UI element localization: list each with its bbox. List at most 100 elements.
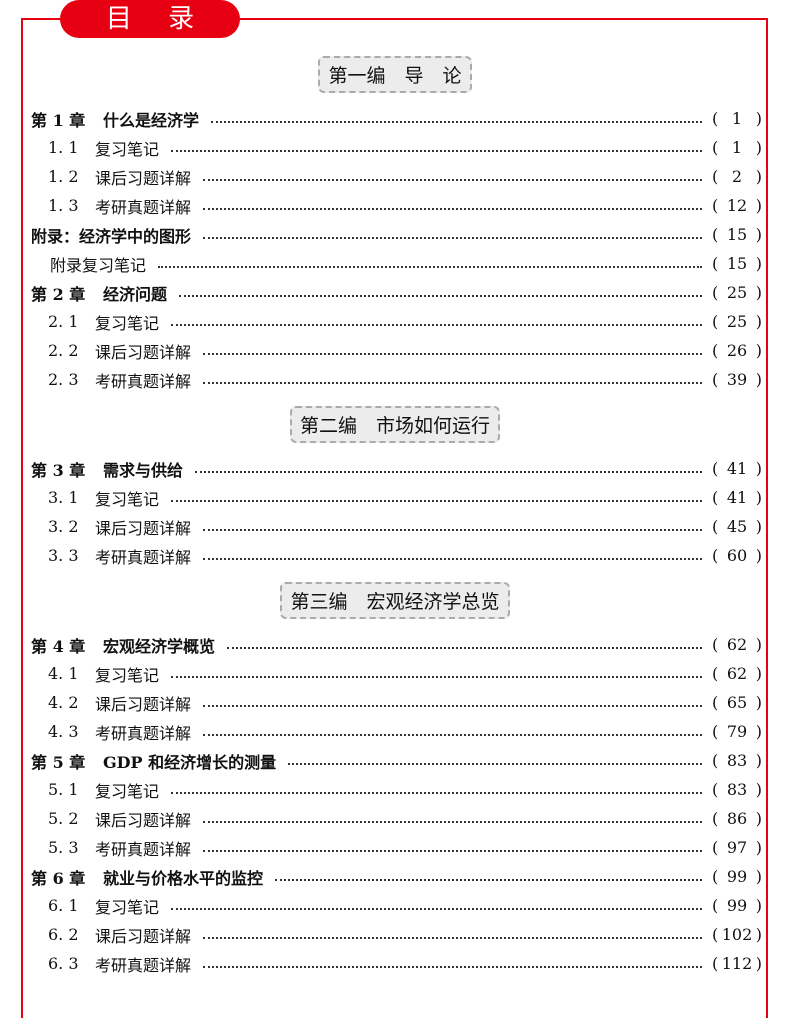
page-number: 65 [726, 693, 748, 712]
leader-dots [227, 646, 702, 649]
toc-section-entry[interactable]: 4. 2 课后习题详解 (65) [0, 688, 790, 717]
page-number: 39 [726, 370, 748, 389]
leader-dots [203, 849, 702, 852]
entry-number: 3. 2 [48, 517, 79, 536]
page-number: 99 [726, 867, 748, 886]
page-number: 45 [726, 517, 748, 536]
toc-section-entry[interactable]: 1. 1 复习笔记 (1) [0, 133, 790, 162]
page-number: 102 [721, 925, 753, 944]
toc-section-entry[interactable]: 1. 3 考研真题详解 (12) [0, 191, 790, 220]
entry-page: (2) [712, 167, 762, 186]
entry-title: 课后习题详解 [95, 810, 192, 830]
page-number: 26 [726, 341, 748, 360]
part-title: 第三编 宏观经济学总览 [280, 581, 510, 619]
entry-title: 复习笔记 [95, 897, 160, 917]
entry-page: (41) [712, 459, 762, 478]
toc-section-entry[interactable]: 2. 2 课后习题详解 (26) [0, 336, 790, 365]
entry-title: 复习笔记 [95, 665, 160, 685]
entry-title: 课后习题详解 [95, 926, 192, 946]
entry-page: (99) [712, 896, 762, 915]
leader-dots [179, 294, 702, 297]
entry-page: (41) [712, 488, 762, 507]
entry-page: (15) [712, 225, 762, 244]
toc-section-entry[interactable]: 5. 2 课后习题详解 (86) [0, 804, 790, 833]
entry-title: 什么是经济学 [103, 110, 200, 130]
toc-chapter-entry[interactable]: 第 6 章就业与价格水平的监控 (99) [0, 862, 790, 891]
leader-dots [203, 733, 702, 736]
page-number: 83 [726, 780, 748, 799]
entry-title: 就业与价格水平的监控 [103, 868, 264, 888]
entry-page: (39) [712, 370, 762, 389]
page-number: 112 [721, 954, 753, 973]
entry-page: (62) [712, 635, 762, 654]
leader-dots [171, 499, 702, 502]
entry-page: (65) [712, 693, 762, 712]
toc-chapter-entry[interactable]: 第 1 章什么是经济学 (1) [0, 104, 790, 133]
toc-section-entry[interactable]: 2. 1 复习笔记 (25) [0, 307, 790, 336]
entry-number: 第 5 章 [31, 752, 86, 772]
entry-number: 第 1 章 [31, 110, 86, 130]
page-number: 41 [726, 488, 748, 507]
toc-section-entry[interactable]: 3. 3 考研真题详解 (60) [0, 541, 790, 570]
entry-page: (12) [712, 196, 762, 215]
toc-title: 目 录 [60, 0, 240, 38]
entry-page: (83) [712, 780, 762, 799]
page-number: 62 [726, 664, 748, 683]
leader-dots [171, 323, 702, 326]
page-number: 86 [726, 809, 748, 828]
toc-section-entry[interactable]: 3. 1 复习笔记 (41) [0, 483, 790, 512]
entry-page: (25) [712, 312, 762, 331]
page-number: 83 [726, 751, 748, 770]
toc-chapter-entry[interactable]: 附录复习笔记 (15) [0, 249, 790, 278]
toc-section-entry[interactable]: 6. 1 复习笔记 (99) [0, 891, 790, 920]
page-number: 15 [726, 254, 748, 273]
entry-title: 课后习题详解 [95, 694, 192, 714]
page-number: 12 [726, 196, 748, 215]
toc-chapter-entry[interactable]: 第 3 章需求与供给 (41) [0, 454, 790, 483]
entry-page: (60) [712, 546, 762, 565]
toc-chapter-entry[interactable]: 附录：经济学中的图形 (15) [0, 220, 790, 249]
toc-chapter-entry[interactable]: 第 4 章宏观经济学概览 (62) [0, 630, 790, 659]
toc-section-entry[interactable]: 6. 3 考研真题详解 (112) [0, 949, 790, 978]
toc-section-entry[interactable]: 5. 3 考研真题详解 (97) [0, 833, 790, 862]
toc-section-entry[interactable]: 4. 3 考研真题详解 (79) [0, 717, 790, 746]
toc-section-entry[interactable]: 1. 2 课后习题详解 (2) [0, 162, 790, 191]
page-number: 1 [731, 109, 743, 128]
leader-dots [203, 936, 702, 939]
entry-number: 第 4 章 [31, 636, 86, 656]
entry-title: 考研真题详解 [95, 955, 192, 975]
entry-number: 5. 2 [48, 809, 79, 828]
leader-dots [275, 878, 702, 881]
entry-number: 第 3 章 [31, 460, 86, 480]
page-number: 25 [726, 312, 748, 331]
entry-number: 6. 1 [48, 896, 79, 915]
entry-number: 4. 3 [48, 722, 79, 741]
page-number: 25 [726, 283, 748, 302]
part-title: 第二编 市场如何运行 [289, 405, 500, 443]
toc-section-entry[interactable]: 2. 3 考研真题详解 (39) [0, 365, 790, 394]
toc-section-entry[interactable]: 3. 2 课后习题详解 (45) [0, 512, 790, 541]
entry-page: (45) [712, 517, 762, 536]
toc-section-entry[interactable]: 4. 1 复习笔记 (62) [0, 659, 790, 688]
part-heading: 第二编 市场如何运行 [0, 394, 790, 454]
entry-number: 3. 1 [48, 488, 79, 507]
entry-title: 考研真题详解 [95, 723, 192, 743]
page-number: 15 [726, 225, 748, 244]
toc-section-entry[interactable]: 6. 2 课后习题详解 (102) [0, 920, 790, 949]
toc-chapter-entry[interactable]: 第 2 章经济问题 (25) [0, 278, 790, 307]
entry-page: (1) [712, 109, 762, 128]
leader-dots [171, 907, 702, 910]
entry-title: 附录复习笔记 [50, 255, 147, 275]
leader-dots [171, 675, 702, 678]
leader-dots [211, 120, 702, 123]
entry-number: 2. 2 [48, 341, 79, 360]
entry-page: (83) [712, 751, 762, 770]
leader-dots [203, 965, 702, 968]
page-number: 1 [731, 138, 743, 157]
entry-number: 5. 3 [48, 838, 79, 857]
leader-dots [203, 381, 702, 384]
entry-page: (15) [712, 254, 762, 273]
toc-section-entry[interactable]: 5. 1 复习笔记 (83) [0, 775, 790, 804]
leader-dots [171, 149, 702, 152]
toc-chapter-entry[interactable]: 第 5 章 GDP 和经济增长的测量 (83) [0, 746, 790, 775]
